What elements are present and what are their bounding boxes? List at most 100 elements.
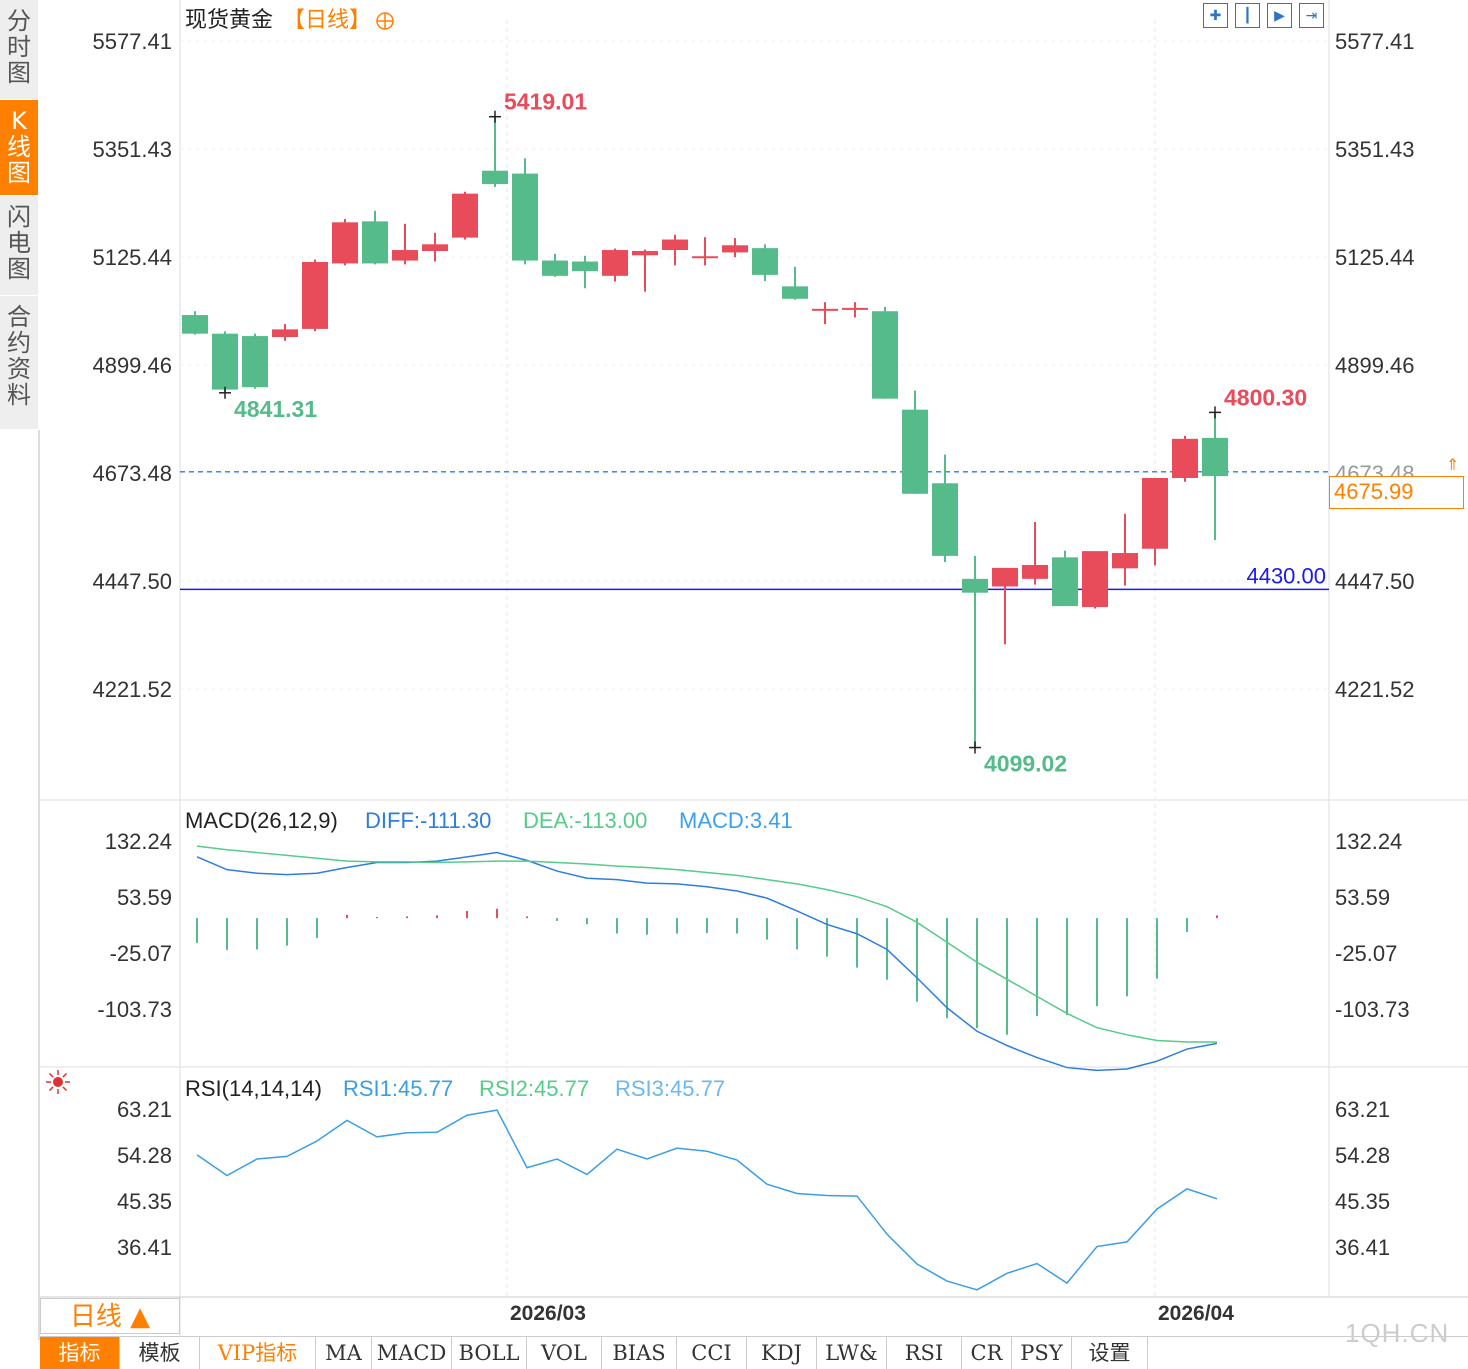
indicator-tab[interactable]: 模板: [120, 1337, 200, 1369]
rsi-tick-right: 36.41: [1335, 1235, 1390, 1260]
indicator-tab[interactable]: CCI: [677, 1337, 747, 1369]
candle-body: [962, 578, 988, 593]
macd-tick-right: 53.59: [1335, 885, 1390, 910]
indicator-tab[interactable]: BOLL: [452, 1337, 527, 1369]
indicator-tab[interactable]: MA: [316, 1337, 372, 1369]
indicator-tab[interactable]: CR: [962, 1337, 1012, 1369]
macd-tick-left: 132.24: [105, 829, 172, 854]
macd-tick-right: -103.73: [1335, 997, 1410, 1022]
rsi-tick-left: 54.28: [117, 1143, 172, 1168]
rsi-tick-right: 63.21: [1335, 1097, 1390, 1122]
candle-body: [1082, 551, 1108, 608]
candle-body: [872, 311, 898, 399]
y-tick-label-left: 5351.43: [92, 137, 172, 162]
candle-body: [1022, 564, 1048, 579]
rsi-legend: RSI3:45.77: [615, 1076, 725, 1101]
extreme-label: 4099.02: [984, 751, 1067, 777]
candle-body: [1112, 553, 1138, 569]
y-tick-label-left: 5125.44: [92, 245, 172, 270]
candle-body: [392, 250, 418, 261]
indicator-tab[interactable]: VIP指标: [200, 1337, 316, 1369]
candle-body: [722, 245, 748, 253]
macd-tick-right: 132.24: [1335, 829, 1402, 854]
x-tick-label: 2026/03: [510, 1302, 586, 1325]
candle-body: [1172, 438, 1198, 479]
rsi-legend: RSI1:45.77: [343, 1076, 453, 1101]
candle-body: [482, 170, 508, 185]
candle-body: [782, 286, 808, 299]
candle-body: [362, 221, 388, 264]
candle-body: [182, 315, 208, 334]
rsi-settings-icon-ray: [62, 1072, 68, 1078]
candle-body: [572, 261, 598, 272]
candle-body: [302, 261, 328, 329]
rsi-tick-left: 45.35: [117, 1189, 172, 1214]
diff-line: [196, 851, 1218, 1072]
current-price-tag: 4675.99: [1329, 476, 1464, 509]
candle-body: [902, 409, 928, 494]
indicator-tab[interactable]: 设置: [1072, 1337, 1148, 1369]
indicator-tab[interactable]: 指标: [40, 1337, 120, 1369]
macd-tick-left: -103.73: [97, 997, 172, 1022]
candle-body: [422, 244, 448, 252]
extreme-label: 5419.01: [504, 89, 587, 115]
indicator-tabs: 指标 模板 VIP指标 MA MACD BOLL VOL BIAS CCI KDJ LW& RSI CR…: [40, 1336, 1468, 1369]
indicator-tab[interactable]: KDJ: [747, 1337, 817, 1369]
sidebar-filler: [0, 430, 40, 1340]
candle-body: [812, 308, 838, 311]
candle-body: [992, 567, 1018, 587]
macd-tick-right: -25.07: [1335, 941, 1397, 966]
y-tick-label-left: 4673.48: [92, 461, 172, 486]
y-tick-label-right: 5577.41: [1335, 29, 1415, 54]
candle-body: [632, 251, 658, 256]
y-tick-label-left: 5577.41: [92, 29, 172, 54]
y-tick-label-left: 4221.52: [92, 677, 172, 702]
y-tick-label-right: 4447.50: [1335, 569, 1415, 594]
bar-chart-icon[interactable]: ┃: [1235, 3, 1260, 28]
candle-body: [272, 329, 298, 338]
watermark: 1QH.CN: [1345, 1318, 1450, 1348]
extreme-label: 4841.31: [234, 396, 317, 422]
rsi-tick-right: 54.28: [1335, 1143, 1390, 1168]
candle-body: [452, 193, 478, 238]
candle-body: [662, 239, 688, 251]
rsi-tick-right: 45.35: [1335, 1189, 1390, 1214]
price-arrow-icon: ⇑: [1446, 457, 1460, 474]
chart-area[interactable]: 2026/03 2026/04 5577.41 5577.41 5351.43 5351.…: [0, 0, 1468, 1336]
dea-line: [196, 845, 1217, 1043]
indicator-tab[interactable]: LW&: [817, 1337, 887, 1369]
candle-body: [602, 250, 628, 276]
tab-timeshare[interactable]: 分时图: [0, 0, 38, 100]
x-tick-label: 2026/04: [1158, 1302, 1234, 1325]
macd-title: MACD(26,12,9): [185, 808, 338, 833]
indicator-tab[interactable]: RSI: [887, 1337, 962, 1369]
candle-body: [512, 173, 538, 261]
indicator-tab[interactable]: BIAS: [602, 1337, 677, 1369]
y-tick-label-right: 5351.43: [1335, 137, 1415, 162]
macd-tick-left: -25.07: [110, 941, 172, 966]
period-label: 【日线】: [283, 8, 371, 33]
candle-body: [212, 333, 238, 390]
indicator-tab[interactable]: PSY: [1012, 1337, 1072, 1369]
rsi-settings-icon-ray: [48, 1086, 54, 1092]
layout-icon[interactable]: ✚: [1203, 3, 1228, 28]
macd-tick-left: 53.59: [117, 885, 172, 910]
tab-kline[interactable]: K线图: [0, 100, 38, 196]
tab-flash[interactable]: 闪电图: [0, 196, 38, 296]
period-tab[interactable]: 日线 ▲: [40, 1298, 180, 1334]
candle-body: [242, 336, 268, 388]
candle-body: [332, 222, 358, 264]
tab-contract-info[interactable]: 合约资料: [0, 296, 38, 430]
indicator-tab[interactable]: MACD: [372, 1337, 452, 1369]
chart-title: 现货黄金: [185, 8, 273, 33]
candle-body: [542, 260, 568, 276]
candle-body: [932, 483, 958, 556]
play-icon[interactable]: ▶: [1267, 3, 1292, 28]
rsi-legend: RSI2:45.77: [479, 1076, 589, 1101]
candle-body: [1202, 437, 1228, 477]
candle-body: [842, 307, 868, 310]
indicator-tab[interactable]: VOL: [527, 1337, 602, 1369]
forward-icon[interactable]: ⇥: [1299, 3, 1324, 28]
y-tick-label-left: 4899.46: [92, 353, 172, 378]
macd-legend: DEA:-113.00: [523, 808, 647, 833]
